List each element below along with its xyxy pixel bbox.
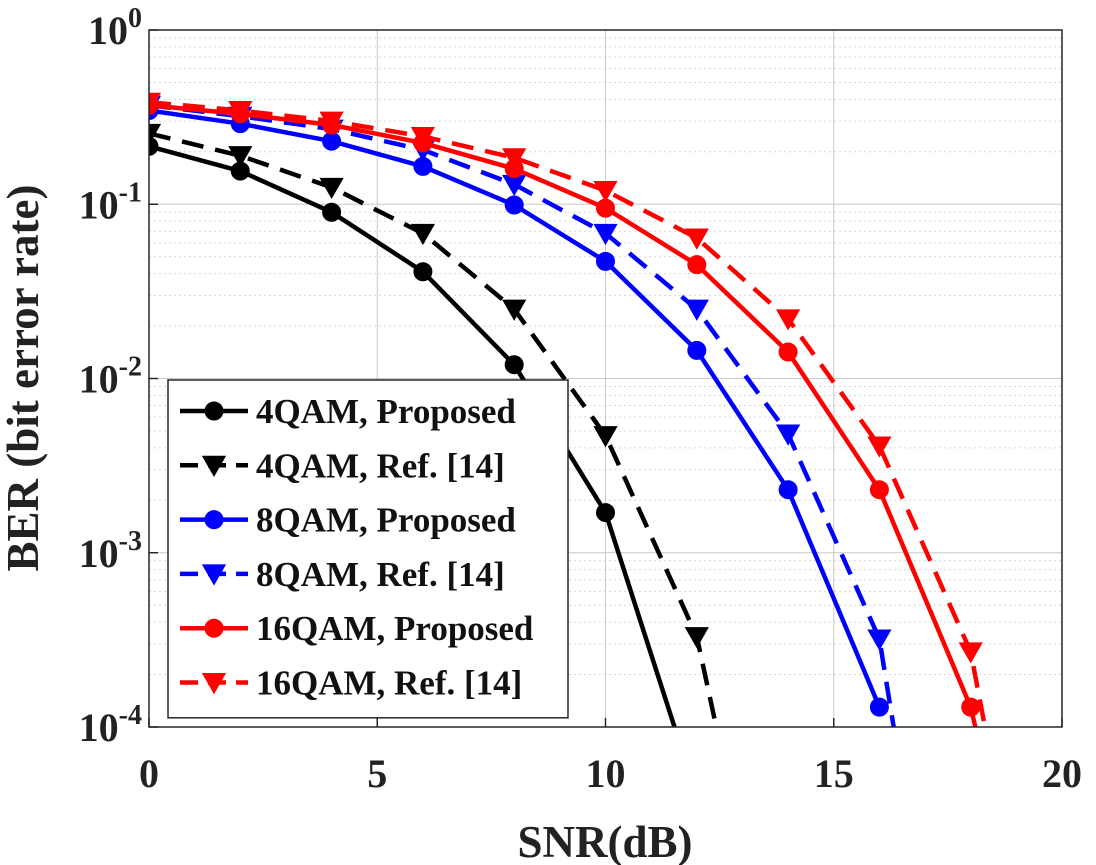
- data-point-triangle: [410, 223, 436, 246]
- legend-label: 16QAM, Proposed: [256, 609, 534, 648]
- x-tick-label: 20: [1042, 751, 1082, 796]
- series-line: [149, 102, 896, 727]
- data-point-circle: [687, 255, 707, 275]
- data-point-triangle: [228, 146, 253, 168]
- series-layer: [149, 92, 988, 727]
- data-point-triangle: [319, 111, 344, 133]
- data-point-circle: [504, 195, 524, 215]
- data-point-triangle: [593, 223, 618, 246]
- x-axis-title: SNR(dB): [517, 817, 692, 865]
- series-16qam-ref-14: [149, 92, 988, 727]
- legend-item: 4QAM, Ref. [14]: [180, 446, 505, 485]
- x-tick-label: 5: [367, 751, 387, 796]
- series-4qam-ref-14: [149, 123, 719, 727]
- legend-item: 16QAM, Ref. [14]: [180, 664, 522, 703]
- data-point-circle: [869, 480, 889, 500]
- data-point-triangle: [593, 180, 618, 203]
- data-point-triangle: [684, 627, 709, 649]
- x-axis-ticks: 0 5 10 15 20: [139, 718, 1082, 796]
- data-point-circle: [322, 202, 342, 222]
- data-point-triangle: [775, 309, 801, 331]
- legend-item: 8QAM, Ref. [14]: [180, 555, 505, 594]
- y-tick-label: 10-3: [79, 526, 142, 576]
- data-point-circle: [149, 136, 159, 156]
- legend-label: 16QAM, Ref. [14]: [256, 664, 522, 703]
- series-line: [149, 131, 719, 727]
- y-axis-title: BER (bit error rate): [0, 185, 48, 572]
- y-tick-label: 10-2: [79, 352, 142, 402]
- data-point-triangle: [867, 436, 892, 458]
- data-point-triangle: [775, 424, 801, 446]
- legend-label: 4QAM, Ref. [14]: [256, 446, 505, 485]
- data-point-triangle: [502, 299, 527, 321]
- series-line: [149, 99, 988, 727]
- legend-item: 8QAM, Proposed: [180, 501, 516, 540]
- data-point-triangle: [684, 299, 709, 321]
- data-point-triangle: [228, 101, 253, 123]
- data-point-triangle: [201, 564, 227, 586]
- data-point-triangle: [684, 228, 709, 250]
- legend-item: 4QAM, Proposed: [180, 392, 516, 431]
- data-point-triangle: [410, 126, 436, 149]
- data-point-circle: [504, 355, 524, 375]
- data-point-circle: [596, 503, 615, 523]
- data-point-triangle: [958, 642, 983, 664]
- data-point-circle: [413, 262, 433, 282]
- data-point-circle: [204, 510, 224, 530]
- legend-label: 8QAM, Ref. [14]: [256, 555, 505, 594]
- legend: 4QAM, Proposed 4QAM, Ref. [14] 8QAM, Propo…: [167, 379, 569, 719]
- data-point-circle: [778, 480, 798, 500]
- y-tick-label: 100: [88, 3, 142, 53]
- data-point-triangle: [201, 455, 227, 477]
- data-point-triangle: [149, 92, 162, 114]
- series-4qam-proposed: [149, 136, 677, 727]
- legend-item: 16QAM, Proposed: [180, 609, 534, 648]
- data-point-triangle: [502, 148, 527, 170]
- y-axis-ticks: 100 10-1 10-2 10-3 10-4: [79, 3, 158, 750]
- data-point-circle: [687, 340, 707, 360]
- data-point-triangle: [319, 177, 344, 200]
- legend-label: 8QAM, Proposed: [256, 501, 516, 540]
- data-point-circle: [204, 401, 224, 421]
- data-point-circle: [961, 697, 981, 717]
- data-point-circle: [778, 342, 798, 362]
- data-point-triangle: [149, 123, 162, 146]
- y-tick-label: 10-4: [79, 700, 142, 750]
- legend-label: 4QAM, Proposed: [256, 392, 516, 431]
- y-tick-label: 10-1: [79, 177, 142, 227]
- data-point-circle: [869, 697, 889, 717]
- legend-box: [167, 379, 569, 719]
- data-point-triangle: [201, 673, 227, 695]
- data-point-triangle: [593, 426, 618, 448]
- data-point-circle: [596, 251, 615, 271]
- x-tick-label: 0: [139, 751, 159, 796]
- data-point-circle: [204, 618, 224, 638]
- x-tick-label: 10: [586, 751, 626, 796]
- data-point-triangle: [867, 629, 892, 651]
- x-tick-label: 15: [814, 751, 854, 796]
